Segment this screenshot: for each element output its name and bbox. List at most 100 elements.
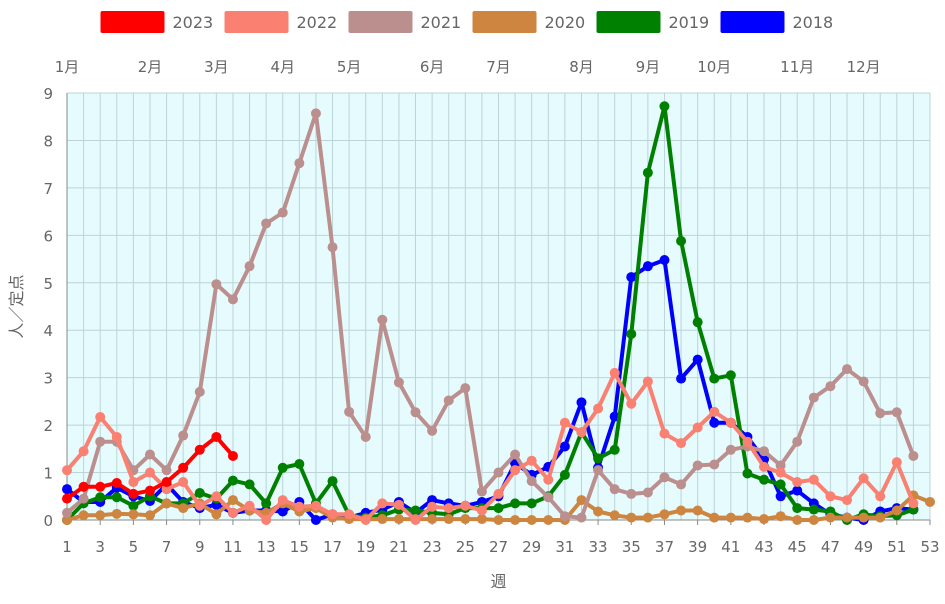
data-point	[626, 272, 637, 283]
series-2023	[62, 431, 238, 504]
y-tick-label: 1	[43, 465, 53, 483]
data-point	[443, 514, 454, 525]
data-point	[95, 481, 106, 492]
data-point	[676, 505, 687, 516]
data-point	[709, 417, 720, 428]
data-point	[891, 407, 902, 418]
data-point	[244, 500, 255, 511]
data-point	[692, 317, 703, 328]
data-point	[144, 467, 155, 478]
y-axis-title: 人／定点	[7, 274, 26, 338]
data-point	[377, 514, 388, 525]
data-point	[244, 261, 255, 272]
y-tick-label: 9	[43, 85, 53, 103]
x-tick-label: 3	[95, 538, 105, 556]
data-point	[227, 450, 238, 461]
data-point	[161, 498, 172, 509]
x-tick-label: 37	[655, 538, 674, 556]
data-point	[344, 509, 355, 520]
data-point	[526, 498, 537, 509]
month-label: 1月	[55, 58, 80, 76]
data-point	[161, 465, 172, 476]
data-point	[543, 515, 554, 525]
data-point	[642, 261, 653, 272]
data-point	[78, 481, 89, 492]
data-point	[294, 158, 305, 169]
series-2021	[62, 108, 919, 523]
data-point	[842, 512, 853, 523]
data-point	[676, 373, 687, 384]
legend-swatch	[100, 11, 165, 33]
series-line	[65, 104, 916, 522]
data-point	[676, 438, 687, 449]
x-tick-label: 7	[162, 538, 172, 556]
data-point	[659, 428, 670, 439]
x-tick-label: 1	[62, 538, 72, 556]
data-point	[327, 476, 338, 487]
data-point	[460, 383, 471, 394]
data-point	[925, 496, 935, 507]
x-tick-label: 49	[854, 538, 873, 556]
data-point	[393, 514, 404, 525]
data-point	[377, 314, 388, 325]
legend-swatch	[596, 11, 661, 33]
data-point	[576, 397, 587, 408]
x-tick-label: 29	[522, 538, 541, 556]
data-point	[626, 512, 637, 523]
legend-label: 2022	[297, 13, 338, 32]
month-label: 4月	[270, 58, 295, 76]
data-point	[111, 508, 122, 519]
data-point	[194, 487, 205, 498]
data-point	[559, 441, 570, 452]
y-tick-label: 5	[43, 275, 53, 293]
data-point	[62, 515, 72, 525]
x-tick-label: 19	[356, 538, 375, 556]
x-tick-label: 31	[555, 538, 574, 556]
data-point	[294, 459, 305, 470]
data-point	[427, 514, 438, 525]
y-tick-label: 0	[43, 512, 53, 530]
series-line	[65, 370, 916, 522]
month-label: 3月	[204, 58, 229, 76]
data-point	[277, 462, 288, 473]
legend-label: 2023	[173, 13, 214, 32]
data-point	[78, 446, 89, 457]
data-point	[891, 457, 902, 468]
data-point	[725, 417, 736, 428]
data-point	[161, 477, 172, 488]
data-point	[410, 515, 421, 525]
data-point	[427, 425, 438, 436]
data-point	[642, 376, 653, 387]
data-point	[825, 381, 836, 392]
data-point	[858, 473, 869, 484]
data-point	[62, 465, 72, 476]
data-point	[144, 485, 155, 496]
data-point	[95, 412, 106, 423]
data-point	[808, 474, 819, 485]
data-point	[576, 512, 587, 523]
data-point	[559, 469, 570, 480]
data-point	[609, 484, 620, 495]
data-point	[543, 492, 554, 503]
legend-swatch	[348, 11, 413, 33]
data-point	[128, 509, 139, 520]
data-point	[775, 460, 786, 471]
legend-swatch	[720, 11, 785, 33]
x-tick-label: 39	[688, 538, 707, 556]
data-point	[775, 491, 786, 502]
month-label: 2月	[138, 58, 163, 76]
x-tick-label: 17	[323, 538, 342, 556]
data-point	[277, 506, 288, 517]
data-point	[825, 512, 836, 523]
data-point	[642, 512, 653, 523]
data-point	[510, 498, 521, 509]
x-tick-label: 11	[223, 538, 242, 556]
data-point	[775, 467, 786, 478]
data-point	[78, 493, 89, 504]
data-point	[626, 329, 637, 340]
data-point	[510, 449, 521, 460]
data-point	[792, 503, 803, 514]
data-point	[709, 406, 720, 417]
data-point	[261, 218, 272, 229]
